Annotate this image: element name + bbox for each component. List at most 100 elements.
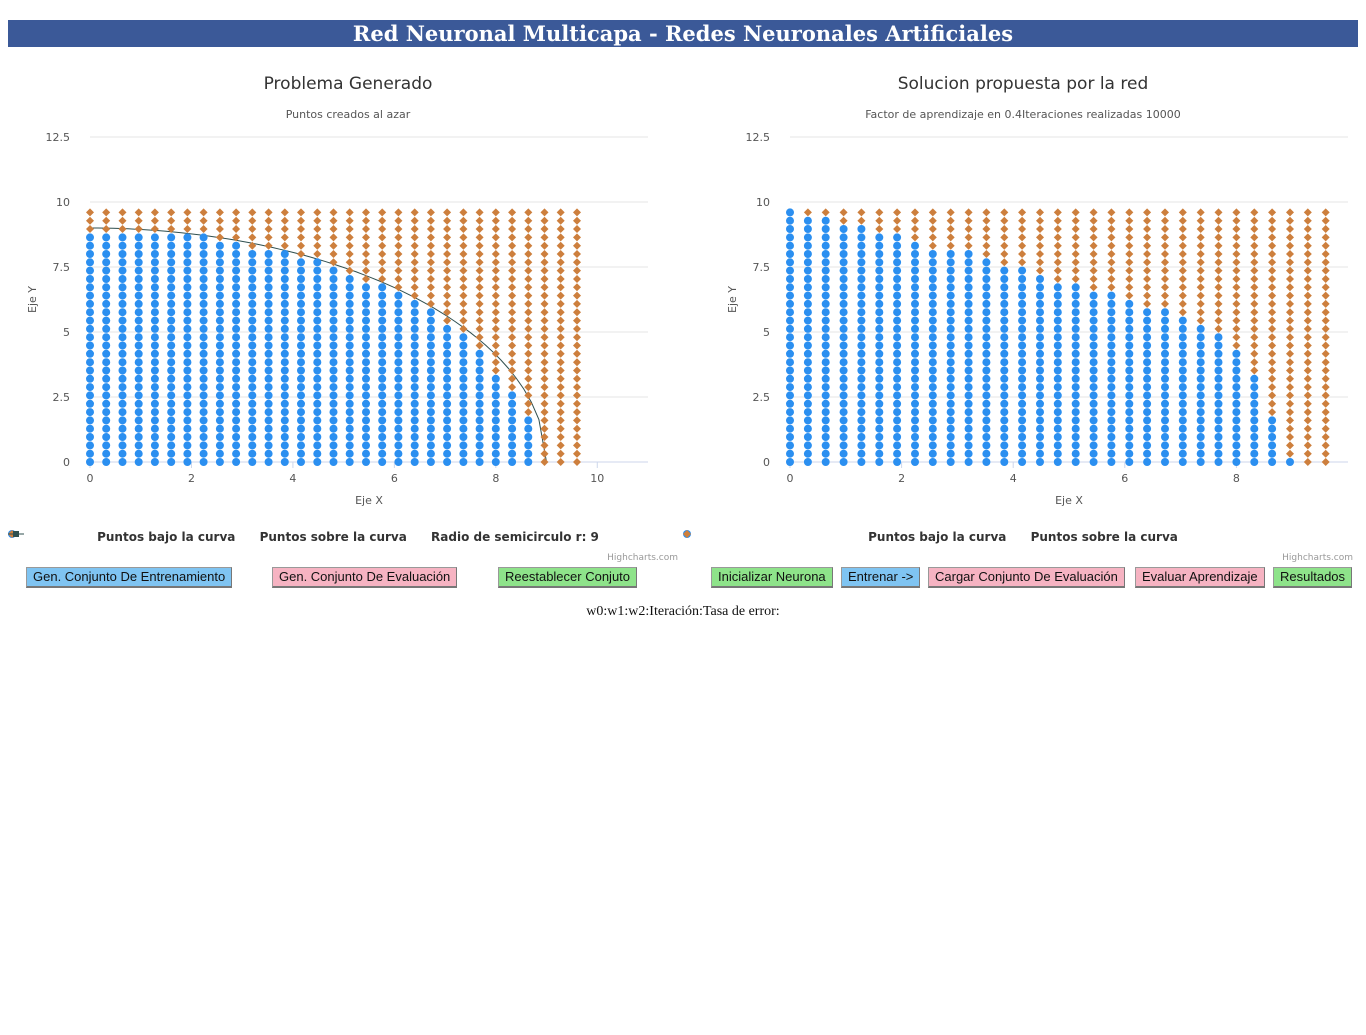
- point-below-curve: [1018, 449, 1027, 458]
- point-below-curve: [1250, 374, 1259, 383]
- point-above-curve: [573, 391, 581, 400]
- point-above-curve: [1232, 316, 1241, 325]
- point-below-curve: [803, 241, 812, 250]
- point-above-curve: [508, 250, 517, 258]
- point-below-curve: [946, 266, 955, 275]
- point-above-curve: [378, 233, 387, 242]
- point-above-curve: [1250, 358, 1259, 367]
- point-below-curve: [1018, 383, 1027, 392]
- point-below-curve: [1107, 399, 1116, 408]
- point-below-curve: [86, 458, 94, 466]
- point-above-curve: [426, 258, 435, 267]
- point-below-curve: [264, 324, 273, 333]
- point-below-curve: [443, 391, 452, 400]
- point-below-curve: [248, 299, 257, 308]
- point-above-curve: [1214, 250, 1223, 258]
- point-below-curve: [1143, 358, 1152, 367]
- point-below-curve: [1143, 458, 1152, 466]
- point-above-curve: [1089, 266, 1098, 275]
- point-below-curve: [911, 358, 919, 367]
- train-button[interactable]: Entrenar ->: [841, 567, 921, 588]
- point-above-curve: [508, 258, 517, 267]
- point-below-curve: [313, 349, 322, 358]
- point-below-curve: [508, 433, 517, 441]
- point-below-curve: [394, 291, 403, 300]
- point-below-curve: [1196, 349, 1205, 358]
- point-above-curve: [1089, 225, 1098, 233]
- point-above-curve: [1196, 250, 1205, 258]
- point-below-curve: [232, 241, 241, 250]
- point-below-curve: [378, 341, 387, 350]
- generate-training-set-button[interactable]: Gen. Conjunto De Entrenamiento: [26, 567, 233, 588]
- point-below-curve: [1036, 424, 1044, 433]
- point-below-curve: [345, 333, 354, 342]
- evaluate-learning-button[interactable]: Evaluar Aprendizaje: [1135, 567, 1265, 588]
- point-below-curve: [491, 441, 500, 450]
- point-below-curve: [1196, 433, 1205, 441]
- point-below-curve: [946, 424, 955, 433]
- point-below-curve: [118, 441, 127, 450]
- point-below-curve: [1232, 449, 1241, 458]
- point-above-curve: [1286, 416, 1294, 425]
- reset-set-button[interactable]: Reestablecer Conjuto: [498, 567, 638, 588]
- point-above-curve: [1250, 366, 1259, 375]
- point-below-curve: [1036, 275, 1044, 283]
- point-above-curve: [524, 299, 533, 308]
- point-below-curve: [475, 416, 484, 425]
- point-below-curve: [280, 433, 289, 441]
- point-below-curve: [167, 441, 176, 450]
- point-above-curve: [280, 233, 289, 242]
- chart-subtitle: Factor de aprendizaje en 0.4Iteraciones …: [865, 108, 1181, 121]
- point-above-curve: [508, 374, 517, 383]
- point-below-curve: [928, 416, 937, 425]
- legend-item-radius[interactable]: Radio de semicirculo r: 9: [8, 530, 599, 544]
- chart-credits-link[interactable]: Highcharts.com: [1282, 553, 1353, 563]
- point-below-curve: [378, 416, 387, 425]
- point-below-curve: [1107, 391, 1116, 400]
- point-below-curve: [839, 433, 848, 441]
- point-below-curve: [362, 299, 370, 308]
- point-below-curve: [329, 433, 338, 441]
- point-below-curve: [394, 383, 403, 392]
- point-below-curve: [167, 283, 176, 292]
- point-below-curve: [946, 291, 955, 300]
- point-below-curve: [426, 349, 435, 358]
- point-below-curve: [297, 299, 305, 308]
- point-below-curve: [297, 366, 305, 375]
- results-button[interactable]: Resultados: [1273, 567, 1353, 588]
- point-below-curve: [345, 424, 354, 433]
- point-below-curve: [329, 333, 338, 342]
- point-below-curve: [1214, 433, 1223, 441]
- point-below-curve: [248, 416, 257, 425]
- point-above-curve: [964, 225, 973, 233]
- point-below-curve: [426, 391, 435, 400]
- point-below-curve: [394, 341, 403, 350]
- point-below-curve: [803, 383, 812, 392]
- point-below-curve: [297, 433, 305, 441]
- point-below-curve: [426, 374, 435, 383]
- point-below-curve: [248, 258, 257, 267]
- point-below-curve: [1161, 391, 1169, 400]
- point-below-curve: [362, 341, 370, 350]
- initialize-neuron-button[interactable]: Inicializar Neurona: [711, 567, 833, 588]
- generate-evaluation-set-button[interactable]: Gen. Conjunto De Evaluación: [272, 567, 458, 588]
- point-below-curve: [508, 408, 517, 417]
- point-below-curve: [329, 266, 338, 275]
- point-above-curve: [508, 366, 517, 375]
- point-above-curve: [1303, 449, 1312, 458]
- point-below-curve: [280, 266, 289, 275]
- point-below-curve: [508, 458, 517, 466]
- chart-credits-link[interactable]: Highcharts.com: [607, 553, 678, 563]
- point-below-curve: [982, 424, 991, 433]
- point-below-curve: [1018, 283, 1027, 292]
- point-below-curve: [1161, 416, 1169, 425]
- point-below-curve: [875, 366, 884, 375]
- load-evaluation-set-button[interactable]: Cargar Conjunto De Evaluación: [928, 567, 1125, 588]
- point-above-curve: [524, 316, 533, 325]
- point-above-curve: [893, 216, 902, 225]
- point-above-curve: [394, 258, 403, 267]
- legend-item-above[interactable]: Puntos sobre la curva: [683, 530, 1178, 544]
- point-above-curve: [875, 216, 884, 225]
- point-below-curve: [102, 333, 111, 342]
- point-below-curve: [86, 441, 94, 450]
